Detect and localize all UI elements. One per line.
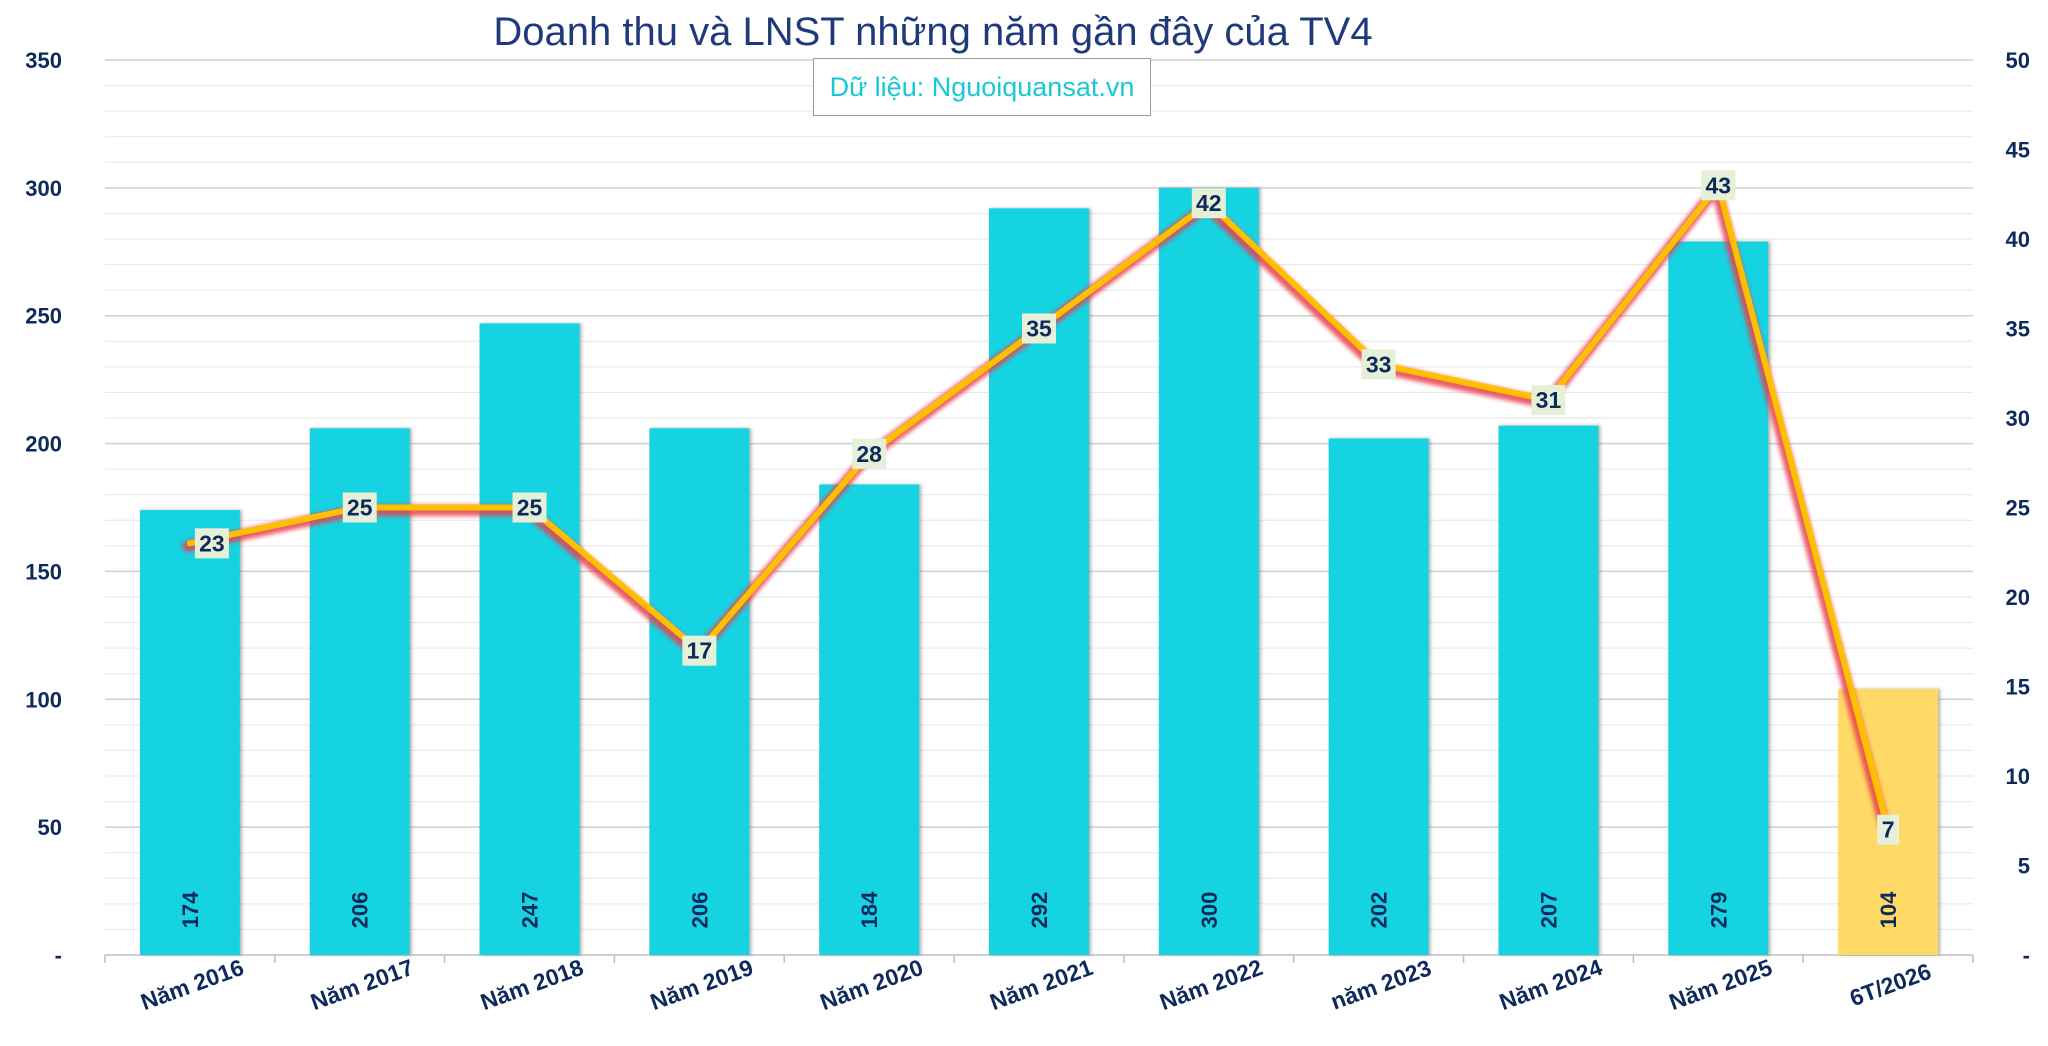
point-label-bg bbox=[194, 528, 229, 559]
bar-value-label: 207 bbox=[1536, 892, 1561, 929]
y-right-tick-label: 25 bbox=[2006, 496, 2030, 521]
x-category-label: Năm 2025 bbox=[1666, 954, 1776, 1015]
y-right-tick-label: 45 bbox=[2006, 138, 2030, 163]
point-label-bg bbox=[1361, 349, 1396, 380]
bar bbox=[1158, 187, 1259, 955]
point-value-label: 7 bbox=[1882, 817, 1895, 843]
bar-value-label: 104 bbox=[1876, 891, 1901, 928]
y-right-tick-label: 10 bbox=[2006, 764, 2030, 789]
point-value-label: 25 bbox=[347, 495, 373, 521]
point-value-label: 17 bbox=[687, 638, 713, 664]
y-left-tick-label: - bbox=[55, 943, 62, 968]
y-right-tick-label: 40 bbox=[2006, 227, 2030, 252]
bar bbox=[1498, 425, 1599, 956]
y-right-tick-label: 15 bbox=[2006, 675, 2030, 700]
x-category-label: Năm 2019 bbox=[647, 954, 757, 1015]
bar-value-label: 292 bbox=[1027, 892, 1052, 929]
point-label-bg bbox=[1191, 188, 1226, 219]
x-category-label: Năm 2018 bbox=[477, 954, 587, 1015]
point-value-label: 33 bbox=[1366, 351, 1392, 377]
x-category-label: Năm 2021 bbox=[986, 954, 1096, 1015]
point-value-label: 43 bbox=[1705, 172, 1731, 198]
bar-value-label: 247 bbox=[518, 892, 543, 929]
point-label-bg bbox=[1022, 313, 1056, 344]
y-right-tick-label: - bbox=[2023, 943, 2030, 968]
x-category-label: Năm 2024 bbox=[1496, 954, 1606, 1015]
point-value-label: 28 bbox=[856, 441, 882, 467]
point-value-label: 31 bbox=[1536, 387, 1562, 413]
x-category-label: Năm 2022 bbox=[1156, 954, 1266, 1015]
x-category-label: Năm 2016 bbox=[137, 954, 247, 1015]
point-label-bg bbox=[852, 438, 887, 469]
bar-value-label: 279 bbox=[1706, 892, 1731, 929]
bar-value-label: 206 bbox=[687, 892, 712, 929]
bar bbox=[1668, 241, 1769, 956]
source-text: Dữ liệu: Nguoiquansat.vn bbox=[829, 71, 1135, 102]
bar-value-label: 184 bbox=[857, 891, 882, 928]
y-left-tick-label: 300 bbox=[25, 176, 62, 201]
bar bbox=[1328, 438, 1429, 955]
bar bbox=[479, 323, 580, 955]
x-category-label: Năm 2017 bbox=[307, 954, 417, 1015]
x-category-label: Năm 2020 bbox=[817, 954, 927, 1015]
y-left-tick-label: 100 bbox=[25, 687, 62, 712]
point-label-bg bbox=[682, 635, 717, 666]
y-right-tick-label: 50 bbox=[2006, 48, 2030, 73]
x-category-label: 6T/2026 bbox=[1846, 958, 1934, 1011]
y-right-tick-label: 30 bbox=[2006, 406, 2030, 431]
y-left-tick-label: 250 bbox=[25, 304, 62, 329]
source-box: Dữ liệu: Nguoiquansat.vn bbox=[813, 58, 1151, 116]
point-label-bg bbox=[512, 492, 547, 523]
point-label-bg bbox=[1701, 170, 1736, 201]
chart-title: Doanh thu và LNST những năm gần đây của … bbox=[493, 10, 1373, 54]
bar bbox=[819, 484, 920, 955]
point-value-label: 42 bbox=[1196, 190, 1222, 216]
y-left-tick-label: 150 bbox=[25, 559, 62, 584]
y-right-tick-label: 35 bbox=[2006, 317, 2030, 342]
bar bbox=[649, 428, 750, 955]
point-value-label: 35 bbox=[1026, 316, 1052, 342]
bar-value-label: 174 bbox=[178, 891, 203, 928]
y-left-tick-label: 50 bbox=[38, 815, 62, 840]
bar-value-label: 206 bbox=[348, 892, 373, 929]
y-left-tick-label: 350 bbox=[25, 48, 62, 73]
bar-value-label: 300 bbox=[1197, 892, 1222, 929]
bar-value-label: 202 bbox=[1367, 892, 1392, 929]
point-label-bg bbox=[1877, 814, 1900, 845]
point-label-bg bbox=[1531, 385, 1566, 416]
y-right-tick-label: 5 bbox=[2018, 854, 2030, 879]
point-label-bg bbox=[342, 492, 377, 523]
y-right-tick-label: 20 bbox=[2006, 585, 2030, 610]
bar bbox=[139, 510, 240, 955]
x-category-label: năm 2023 bbox=[1327, 954, 1434, 1014]
point-value-label: 23 bbox=[199, 530, 225, 556]
y-left-tick-label: 200 bbox=[25, 432, 62, 457]
point-value-label: 25 bbox=[517, 495, 543, 521]
